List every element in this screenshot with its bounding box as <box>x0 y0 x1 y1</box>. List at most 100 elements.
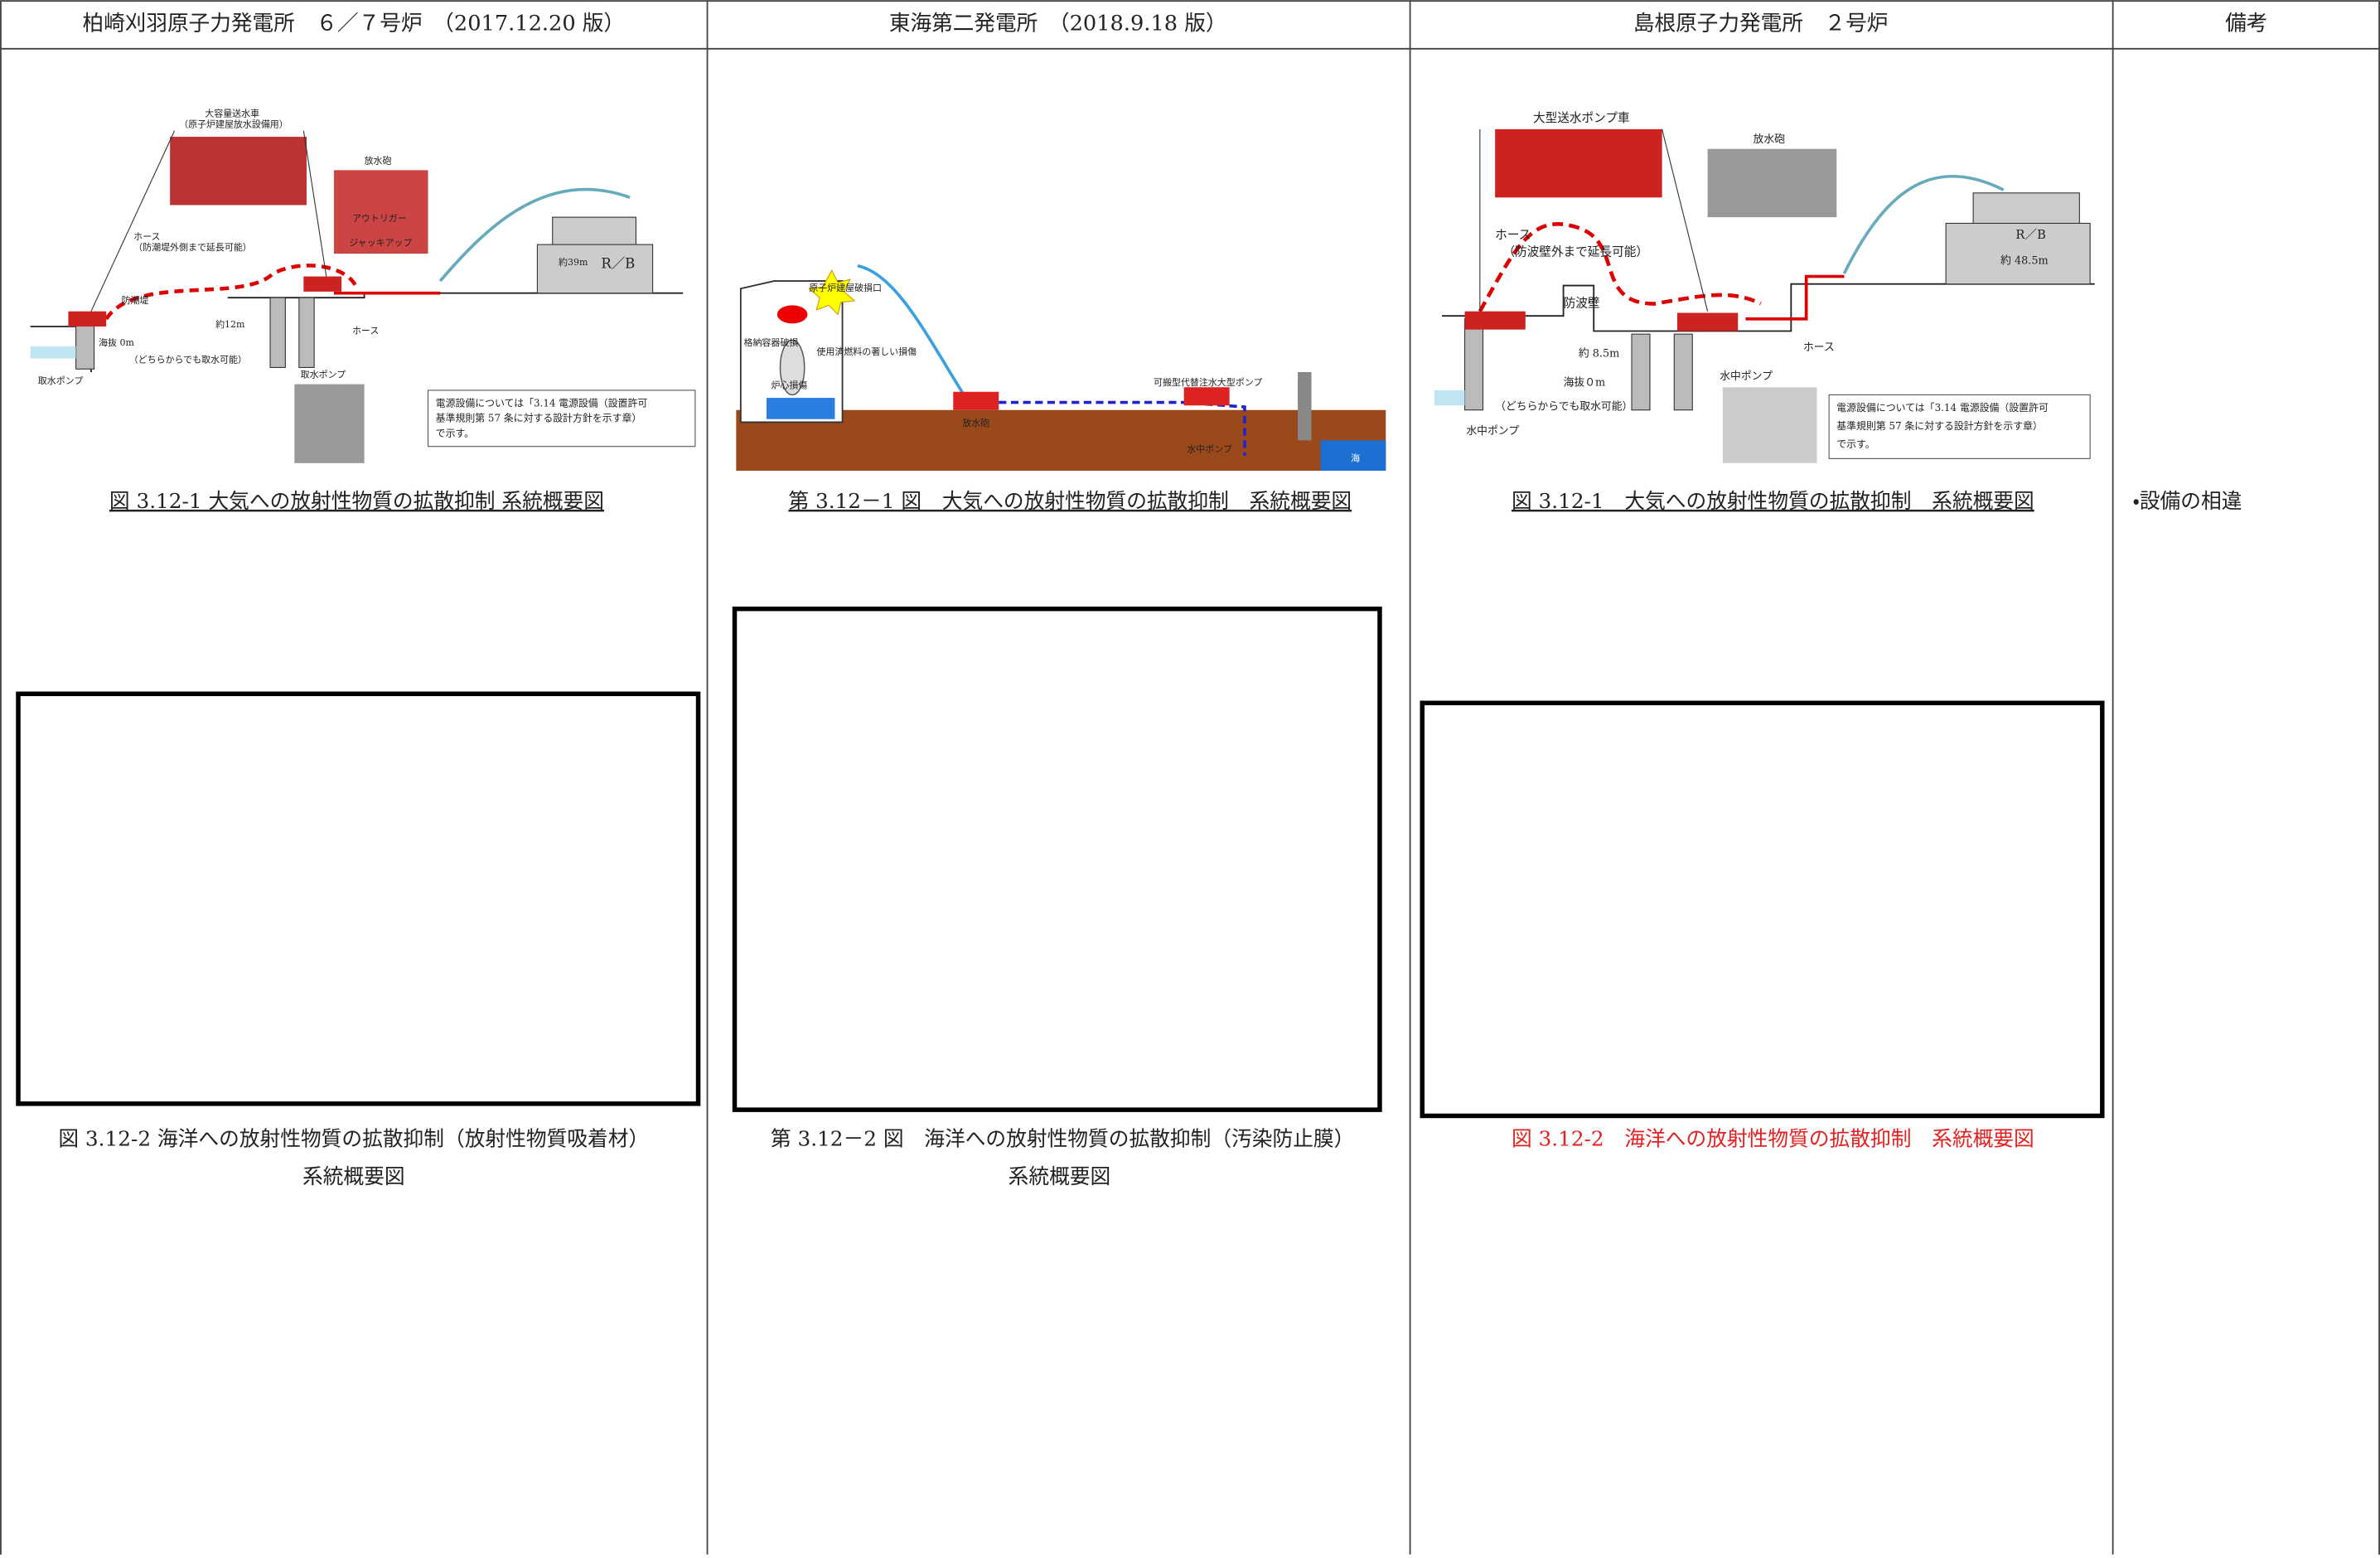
label: アウトリガー <box>352 213 407 224</box>
label: 格納容器破損 <box>744 336 799 348</box>
label: 取水ポンプ <box>38 375 84 386</box>
stack <box>1298 371 1312 441</box>
photo <box>1722 387 1817 463</box>
pump-truck <box>1183 387 1230 406</box>
building <box>1972 192 2080 227</box>
photo <box>1495 128 1662 198</box>
hose <box>1478 222 1762 312</box>
label: ホース <box>1495 228 1531 242</box>
label: R／B <box>2015 228 2045 242</box>
label: 取水ポンプ <box>301 370 346 380</box>
figure-frame <box>1420 700 2105 1119</box>
figure-caption: 系統概要図 <box>1009 1164 1111 1188</box>
note-line: 電源設備については「3.14 電源設備（設置許可 <box>436 397 648 409</box>
truck <box>1676 312 1739 331</box>
label: 海抜０m <box>1564 375 1606 389</box>
cloud <box>776 305 808 324</box>
label: 大容量送水車 <box>205 108 259 119</box>
figure-shimane: 大型送水ポンプ車 放水砲 ホース （防波壁外まで延長可能） 防波壁 R／B 約 … <box>1434 111 2095 463</box>
label: 約 48.5m <box>2000 255 2049 268</box>
header-cell: 島根原子力発電所 ２号炉 <box>1633 12 1889 36</box>
hose <box>999 400 1246 456</box>
spray <box>857 264 965 396</box>
label: 海 <box>1351 452 1360 463</box>
label: 約 8.5m <box>1579 347 1619 360</box>
label: 放水砲 <box>365 154 392 166</box>
label: 大型送水ポンプ車 <box>1533 111 1630 125</box>
note-line: 電源設備については「3.14 電源設備（設置許可 <box>1836 402 2049 414</box>
photo <box>294 384 365 463</box>
building <box>1945 222 2091 285</box>
building <box>552 216 637 249</box>
pit <box>1463 318 1484 411</box>
label: 原子炉建屋破損口 <box>809 282 882 293</box>
hose <box>104 264 359 321</box>
label: 放水砲 <box>1754 133 1786 146</box>
pit <box>269 297 286 369</box>
figure-caption: 系統概要図 <box>302 1164 405 1188</box>
sea <box>1434 390 1465 406</box>
pool <box>766 398 835 419</box>
label: 水中ポンプ <box>1466 425 1519 438</box>
label: 使用済燃料の著しい損傷 <box>816 346 917 357</box>
vessel <box>779 339 805 396</box>
header-cell: 柏崎刈羽原子力発電所 ６／７号炉 （2017.12.20 版） <box>82 12 625 36</box>
sea <box>30 346 76 359</box>
leader <box>1662 128 1709 312</box>
photo <box>170 137 307 206</box>
label: 約39m <box>559 256 588 268</box>
note-box <box>1828 394 2091 459</box>
figure-caption: 第 3.12－2 図 海洋への放射性物質の拡散抑制（汚染防止膜） <box>771 1126 1354 1150</box>
figure-frame <box>16 691 701 1106</box>
figure-caption: 第 3.12－1 図 大気への放射性物質の拡散抑制 系統概要図 <box>788 489 1352 513</box>
note-box <box>427 390 696 448</box>
note-line: で示す。 <box>1836 438 1874 450</box>
label: 海抜 0m <box>99 336 134 348</box>
label: 水中ポンプ <box>1720 370 1773 383</box>
header-cell: 備考 <box>2225 12 2267 36</box>
label: （原子炉建屋放水設備用） <box>179 118 288 129</box>
remark: ・設備の相違 <box>2132 489 2242 513</box>
figure-tokai: 原子炉建屋破損口 格納容器破損 使用済燃料の著しい損傷 炉心損傷 放水砲 可搬型… <box>736 264 1386 472</box>
photo <box>1707 148 1837 218</box>
label: ホース <box>352 326 379 336</box>
label: 可搬型代替注水大型ポンプ <box>1154 376 1262 388</box>
label: 約12m <box>215 318 245 330</box>
pit <box>1631 333 1651 411</box>
figure-caption: 図 3.12-1 大気への放射性物質の拡散抑制 系統概要図 <box>109 489 604 513</box>
photo <box>333 170 428 254</box>
figure-caption: 図 3.12-2 海洋への放射性物質の拡散抑制 系統概要図 <box>1512 1126 2034 1150</box>
pit <box>298 297 315 369</box>
ground <box>1442 283 2095 332</box>
label: ホース <box>1803 341 1835 354</box>
label: R／B <box>601 255 635 271</box>
header-cell: 東海第二発電所 （2018.9.18 版） <box>889 12 1227 36</box>
leader <box>90 130 176 312</box>
label: （どちらからでも取水可能） <box>129 353 247 365</box>
note-line: 基準規則第 57 条に対する設計方針を示す章） <box>1836 420 2043 432</box>
truck <box>303 276 342 292</box>
label: ジャッキアップ <box>349 237 412 248</box>
truck <box>1464 311 1526 330</box>
note-line: で示す。 <box>436 428 474 439</box>
pit <box>1673 333 1693 411</box>
label: 防波壁 <box>1564 297 1600 311</box>
burst <box>807 269 856 316</box>
sea <box>1320 440 1386 472</box>
label: 放水砲 <box>962 417 989 428</box>
label: （どちらからでも取水可能） <box>1495 401 1633 414</box>
ground <box>227 292 684 299</box>
spray <box>1842 174 2005 274</box>
spray <box>438 187 631 283</box>
figure-frame <box>732 606 1382 1112</box>
label: 炉心損傷 <box>771 379 807 390</box>
label: 水中ポンプ <box>1187 443 1232 454</box>
label: 防潮堤 <box>122 294 149 306</box>
wall <box>75 322 95 370</box>
label: ホース <box>133 231 160 242</box>
figure-caption: 図 3.12-2 海洋への放射性物質の拡散抑制（放射性物質吸着材） <box>58 1126 649 1150</box>
pump <box>68 311 107 327</box>
